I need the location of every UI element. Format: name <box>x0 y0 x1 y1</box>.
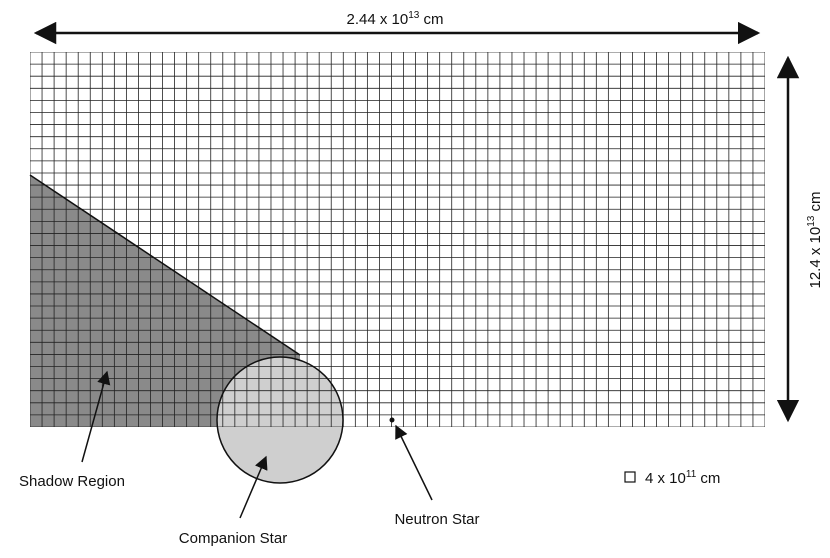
companion-label: Companion Star <box>179 530 287 547</box>
neutron-star <box>389 417 395 423</box>
height-base: 12.4 x 10 <box>807 227 824 289</box>
shadow-region <box>30 175 300 427</box>
height-unit: cm <box>807 191 824 215</box>
cell-base: 4 x 10 <box>645 470 686 487</box>
width-exp: 13 <box>408 10 420 21</box>
cell-legend-box <box>624 471 636 483</box>
height-exp: 13 <box>806 215 817 227</box>
companion-star <box>216 356 344 484</box>
width-unit: cm <box>419 11 443 28</box>
height-label: 12.4 x 1013 cm <box>806 191 824 288</box>
width-label: 2.44 x 1013 cm <box>346 10 443 28</box>
shadow-arrow <box>81 370 111 463</box>
neutron-arrow <box>395 424 433 501</box>
companion-star-fill <box>217 357 343 483</box>
cell-exp: 11 <box>686 469 697 480</box>
shadow-edge <box>29 174 301 356</box>
cell-label: 4 x 1011 cm <box>645 469 720 487</box>
cell-unit: cm <box>696 470 720 487</box>
companion-arrow <box>239 455 268 519</box>
neutron-label: Neutron Star <box>394 511 479 528</box>
width-base: 2.44 x 10 <box>346 11 408 28</box>
grid <box>30 52 765 427</box>
shadow-label: Shadow Region <box>19 473 125 490</box>
